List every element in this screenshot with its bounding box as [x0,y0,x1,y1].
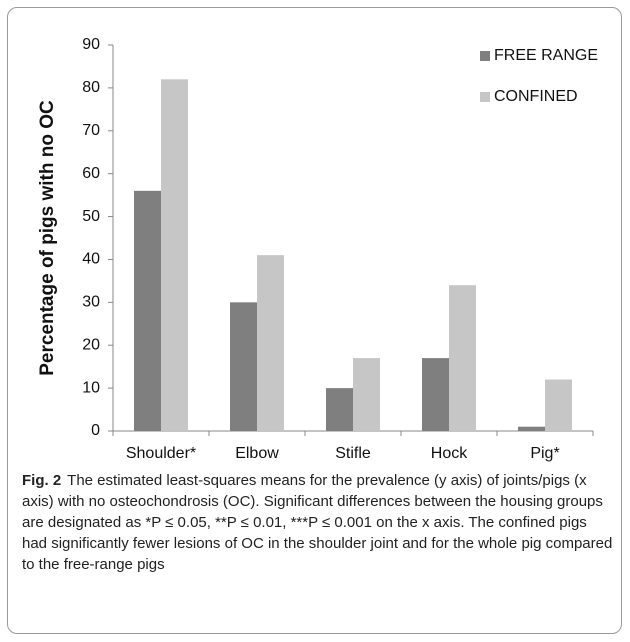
bar [422,358,449,431]
y-tick-label: 20 [82,336,100,353]
bar [449,285,476,431]
bar [134,190,161,431]
legend-label: FREE RANGE [494,47,598,64]
caption-label: Fig. 2 [22,472,62,489]
y-tick-label: 70 [82,122,100,139]
x-tick-label: Shoulder* [126,445,196,462]
caption-text: The estimated least-squares means for th… [22,472,613,573]
y-tick-label: 40 [82,251,100,268]
legend-swatch [480,51,490,61]
y-axis-label: Percentage of pigs with no OC [37,100,58,376]
bar [257,255,284,431]
bar [230,302,257,431]
legend-swatch [480,92,490,102]
x-tick-label: Elbow [235,445,279,462]
x-tick-label: Pig* [530,445,559,462]
y-tick-label: 0 [91,422,100,439]
caption: Fig. 2 The estimated least-squares means … [22,470,614,575]
y-tick-label: 10 [82,379,100,396]
chart: Percentage of pigs with no OC 0 10 20 30 40 5… [37,36,598,462]
y-tick-label: 60 [82,165,100,182]
y-tick-label: 30 [82,294,100,311]
y-tick-label: 50 [82,208,100,225]
bar [161,79,188,432]
bar [326,388,353,431]
frame [7,7,622,634]
y-tick-label: 90 [82,36,100,53]
bar [545,379,572,431]
legend-label: CONFINED [494,88,578,105]
y-tick-label: 80 [82,79,100,96]
x-tick-label: Hock [431,445,468,462]
x-tick-label: Stifle [335,445,371,462]
bar [518,426,545,431]
bar [353,358,380,431]
